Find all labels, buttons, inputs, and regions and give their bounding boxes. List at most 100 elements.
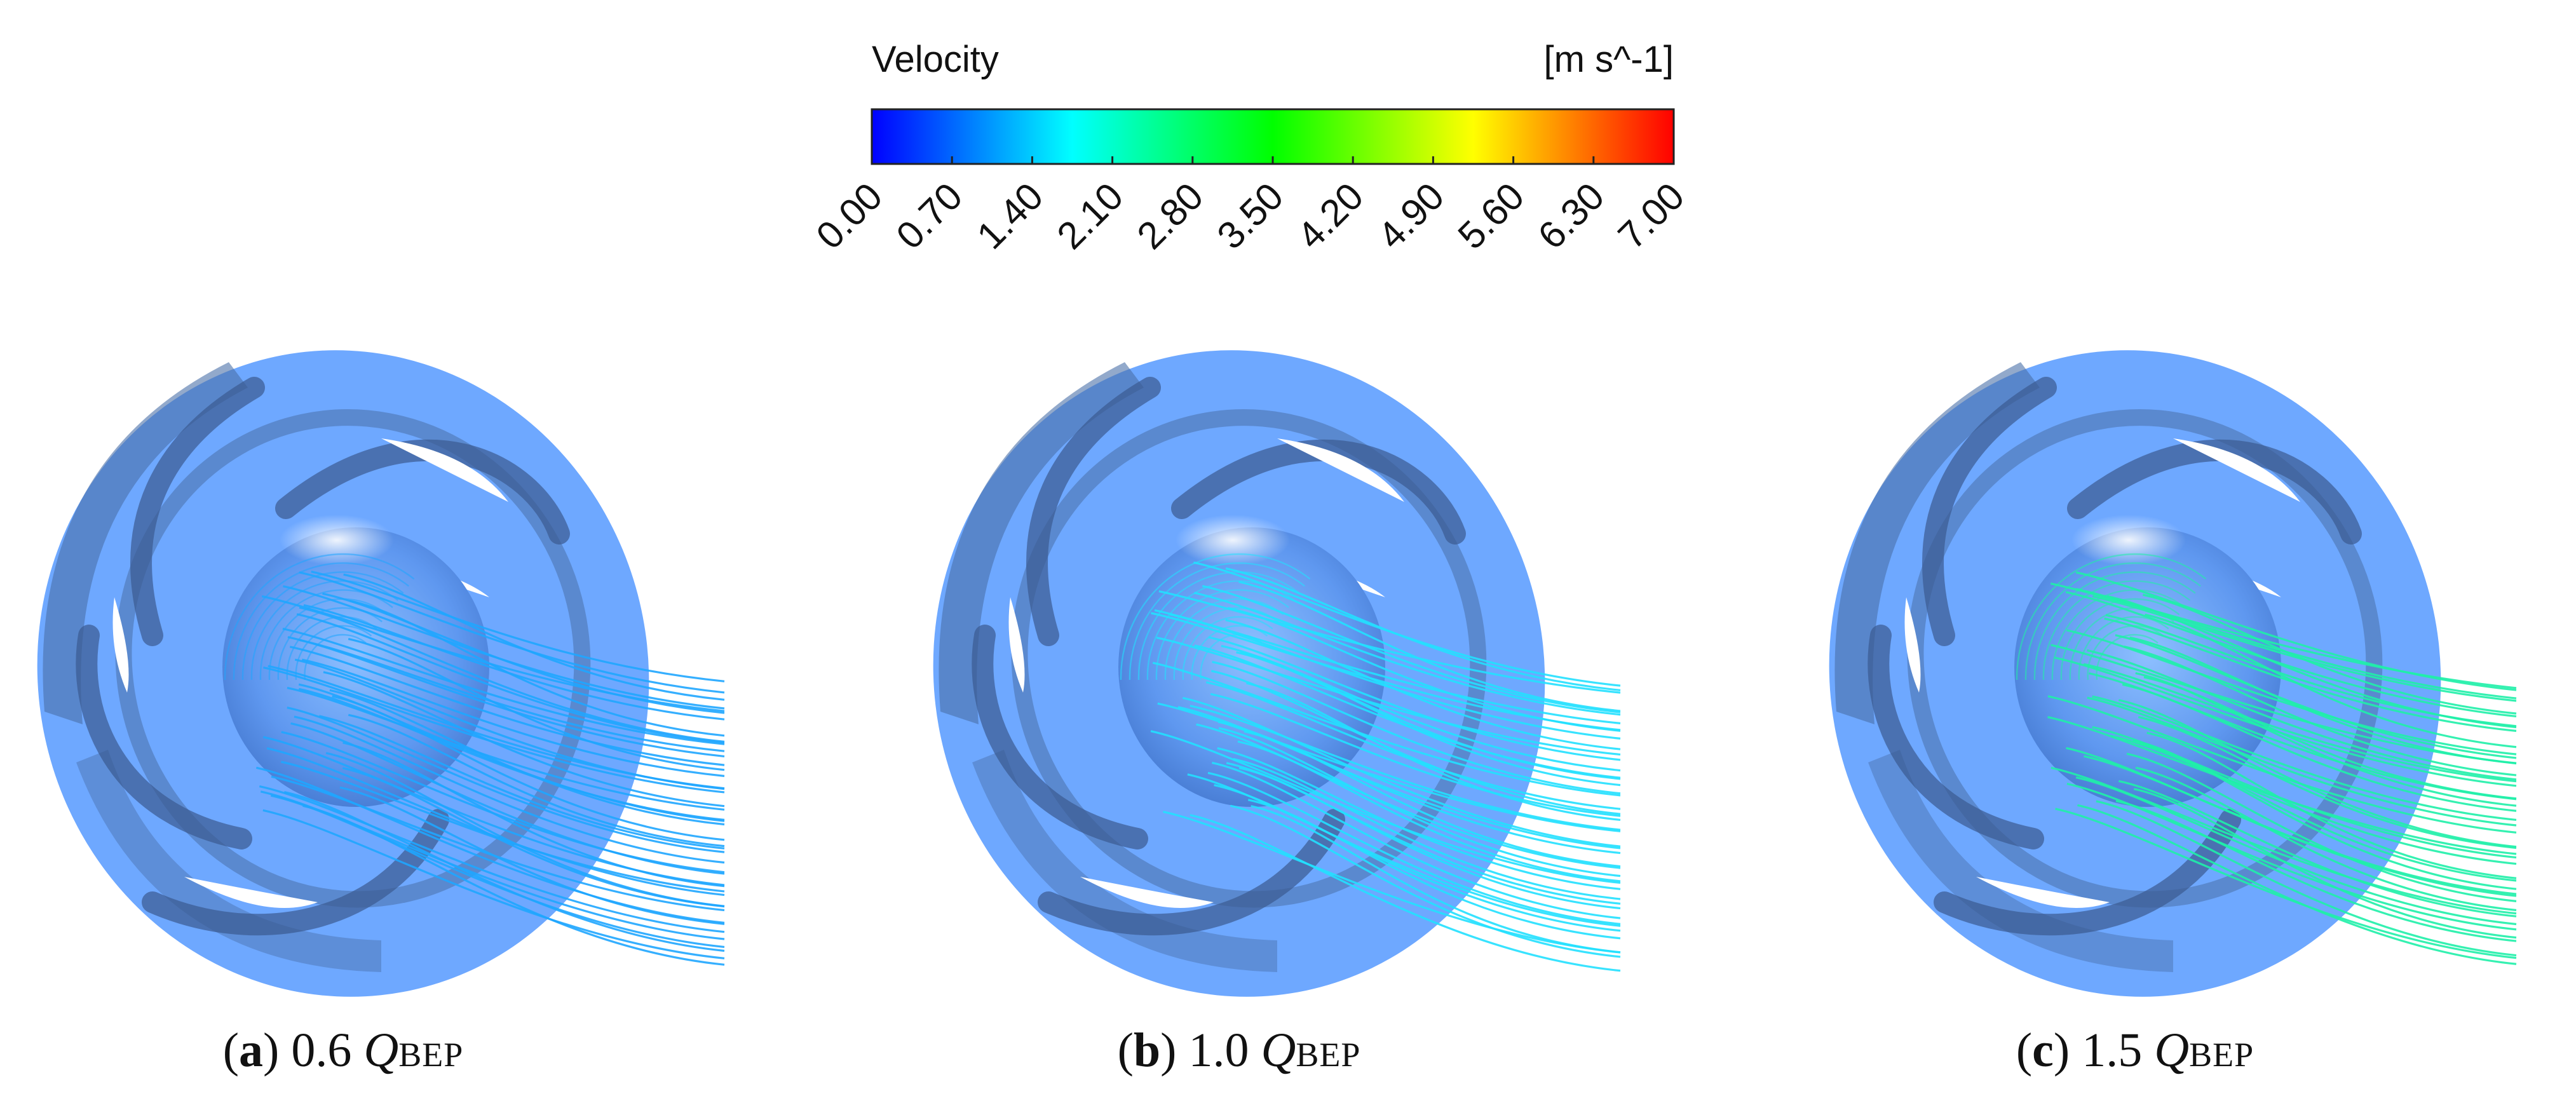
streamline	[2133, 788, 2517, 939]
streamline	[1225, 567, 1621, 691]
streamlines	[2016, 553, 2517, 965]
streamline-swirl	[2087, 625, 2164, 680]
streamline	[2051, 644, 2517, 764]
streamline	[1187, 773, 1621, 927]
colorbar-ticks	[871, 156, 1675, 164]
streamline	[348, 638, 725, 771]
streamline	[1182, 696, 1621, 848]
caption-flow: 0.6	[291, 1024, 352, 1077]
streamline	[1193, 592, 1621, 716]
panels	[37, 350, 2517, 997]
streamline	[319, 715, 725, 849]
streamline	[1238, 766, 1621, 910]
streamline-swirl	[304, 633, 367, 680]
streamline	[2092, 695, 2517, 822]
impeller-blade	[76, 625, 252, 849]
streamline-swirl	[250, 580, 399, 680]
caption-subscript: BEP	[398, 1036, 464, 1074]
impeller-blade	[972, 625, 1148, 849]
impeller-hub	[2014, 527, 2281, 807]
streamline	[2075, 776, 2517, 926]
streamline	[1212, 761, 1621, 919]
streamline-swirl	[2069, 607, 2174, 680]
impeller-blade	[1922, 377, 2057, 646]
streamline	[283, 585, 725, 710]
caption-letter: b	[1133, 1024, 1161, 1077]
impeller-blade	[1934, 809, 2241, 936]
streamline	[2118, 780, 2517, 917]
streamline-swirl	[2060, 598, 2180, 680]
streamline-swirl	[286, 616, 377, 680]
streamline	[301, 658, 725, 777]
streamline	[1207, 771, 1621, 925]
streamline	[256, 766, 725, 924]
streamline	[2118, 699, 2517, 848]
streamline	[299, 571, 725, 694]
impeller-panel-c	[1829, 350, 2517, 997]
caption-letter: c	[2032, 1024, 2054, 1077]
streamline-swirl	[2024, 562, 2201, 680]
impeller-blade	[2067, 439, 2362, 545]
streamline	[339, 786, 725, 925]
impeller-highlight	[2071, 515, 2186, 565]
streamline	[342, 767, 725, 908]
impeller-inner-ring	[1011, 409, 1487, 908]
streamline	[2055, 808, 2517, 959]
colorbar-title: Velocity	[872, 39, 999, 80]
streamline	[289, 646, 725, 766]
streamline-swirl	[259, 589, 393, 680]
streamline	[1217, 747, 1621, 890]
caption-symbol: Q	[2154, 1024, 2190, 1077]
streamline	[2077, 804, 2517, 965]
streamline	[1212, 661, 1621, 795]
streamline	[302, 804, 725, 966]
impeller-opening	[381, 438, 508, 502]
impeller-opening	[2173, 438, 2300, 502]
caption-letter: a	[239, 1024, 264, 1077]
impeller-opening	[1277, 438, 1404, 502]
streamline	[262, 809, 725, 959]
impeller-highlight	[280, 515, 394, 565]
impeller-panel-a	[37, 350, 725, 997]
streamline	[342, 741, 725, 888]
streamline	[349, 600, 725, 737]
streamline	[1202, 585, 1621, 714]
impeller-opening	[1976, 877, 2110, 908]
impeller-highlight	[1176, 515, 1290, 565]
streamline	[2089, 672, 2517, 801]
streamline-swirl	[295, 625, 372, 680]
streamline-swirl	[1120, 553, 1311, 680]
streamline	[2145, 613, 2517, 748]
streamline	[271, 775, 725, 912]
streamline-swirl	[2096, 633, 2159, 680]
streamline	[2132, 739, 2517, 890]
streamline	[323, 671, 725, 808]
streamline	[2075, 571, 2517, 691]
streamline	[2135, 672, 2517, 807]
impeller-inner-ring	[1907, 409, 2383, 908]
caption-flow: 1.5	[2082, 1024, 2143, 1077]
streamline	[1208, 636, 1621, 761]
streamline	[1240, 651, 1621, 787]
streamline-swirl	[1173, 607, 1278, 680]
streamline	[343, 573, 725, 701]
streamline	[1218, 727, 1621, 877]
streamline	[2115, 800, 2517, 942]
streamline	[284, 791, 725, 952]
streamline	[1233, 758, 1621, 900]
impeller-opening	[1080, 877, 1214, 908]
streamline-swirl	[1146, 580, 1295, 680]
streamline	[299, 606, 725, 743]
streamline	[298, 687, 725, 821]
streamline-swirl	[2033, 571, 2196, 680]
streamline-swirl	[233, 562, 409, 680]
streamline-swirl	[1137, 571, 1300, 680]
streamline	[1246, 682, 1621, 822]
streamline-swirl	[1182, 616, 1273, 680]
streamline	[2122, 683, 2517, 812]
streamline	[2092, 726, 2517, 859]
streamline	[1151, 612, 1621, 731]
streamline-swirl	[268, 598, 388, 680]
streamline-swirl	[1200, 633, 1263, 680]
